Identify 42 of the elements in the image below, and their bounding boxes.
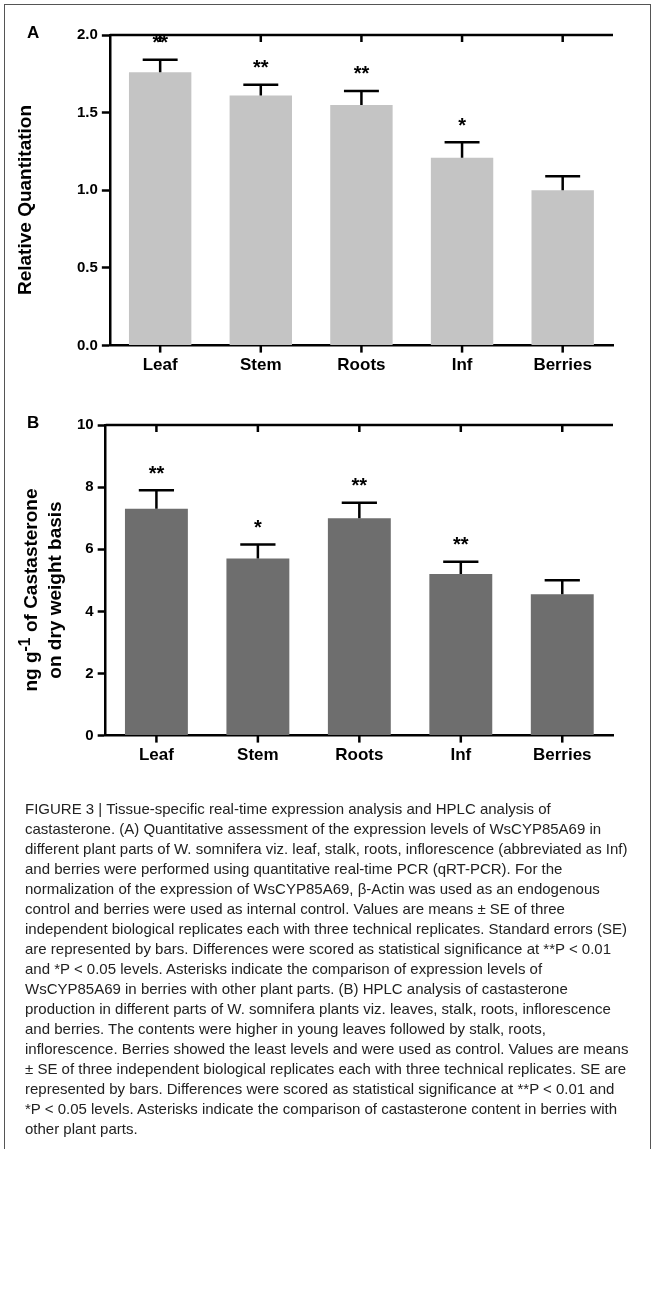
data-label: ** <box>253 56 269 79</box>
bar <box>330 104 393 346</box>
y-tick-label: 1.5 <box>76 102 98 120</box>
y-tick-label: 6 <box>85 539 94 557</box>
y-tick-label: 1.0 <box>76 180 98 198</box>
bar <box>429 574 493 736</box>
y-axis-title: Relative Quantitation <box>13 104 36 297</box>
y-tick-label: 8 <box>85 477 94 495</box>
bar <box>430 157 494 346</box>
x-tick-label: Leaf <box>142 355 178 375</box>
data-label: ** <box>351 474 368 497</box>
x-tick-label: Stem <box>237 745 279 765</box>
x-tick-label: Leaf <box>138 745 175 765</box>
y-tick-label: 0.5 <box>76 258 98 276</box>
chart-title: A <box>27 23 40 43</box>
data-label: * <box>253 516 262 539</box>
y-tick-label: 2 <box>85 663 94 681</box>
data-label: ** <box>148 461 165 484</box>
bar <box>531 190 594 346</box>
y-tick-label: 2.0 <box>76 25 98 43</box>
y-tick-label: 0.0 <box>76 335 98 353</box>
y-tick-label: 4 <box>85 601 95 619</box>
y-tick-label: 10 <box>77 415 94 433</box>
x-tick-label: Inf <box>450 745 472 765</box>
data-label: ** <box>453 533 469 556</box>
data-label: ** <box>353 62 370 85</box>
x-tick-label: Stem <box>240 355 282 375</box>
bar <box>124 508 188 736</box>
data-label: * <box>458 113 467 136</box>
bar <box>530 594 594 736</box>
bar <box>128 72 192 346</box>
x-tick-label: Roots <box>335 745 384 765</box>
y-tick-label: 0 <box>85 725 94 743</box>
x-tick-label: Berries <box>533 355 592 375</box>
bar <box>327 518 391 736</box>
text: FIGURE 3 | Tissue-specific real-time expression analysis and HPLC analysis of castasterone. (A) Quantitative assessment of the expression levels of WsCYP85A69 in different plant parts of W. somnifera viz. leaf, stalk, roots, inflorescence (abbreviated as Inf) and berries were performed using quantitative real-time PCR (qRT-PCR). For the normalization of the expression of WsCYP85A69, β-Actin was used as an endogenous control and berries were used as internal control. Values are means ± SE of three independent biological replicates each with three technical replicates. Standard errors (SE) are represented by bars. Differences were scored as statistical significance at **P < 0.01 and *P < 0.05 levels. Asterisks indicate the comparison of expression levels of WsCYP85A69 in berries with other plant parts. (B) HPLC analysis of castasterone production in different parts of W. somnifera plants viz. leaves, stalk, roots, inflorescence and berries. The contents were higher in young leaves followed by stalk, roots, inflorescence. Berries showed the least levels and were used as control. Values are means ± SE of three independent biological replicates each with three technical replicates. SE are represented by bars. Differences were scored as statistical significance at **P < 0.01 and *P < 0.05 levels. Asterisks indicate the comparison of castasterone content in berries with other plant parts. <box>25 800 629 1137</box>
bar <box>229 95 292 346</box>
x-tick-label: Inf <box>451 355 473 375</box>
x-tick-label: Berries <box>532 745 592 765</box>
bar <box>226 558 290 736</box>
x-tick-label: Roots <box>337 355 386 375</box>
chart-title: B <box>27 413 40 433</box>
